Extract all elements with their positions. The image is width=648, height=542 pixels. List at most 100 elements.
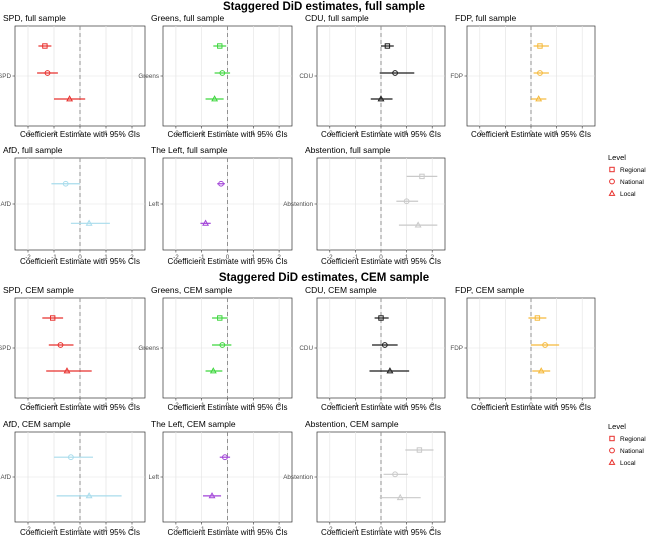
x-tick-label: 2 (430, 130, 434, 137)
x-tick-label: -2 (173, 526, 179, 533)
point-estimate-national (537, 70, 543, 76)
x-axis-label: Coefficient Estimate with 95% CIs (20, 403, 140, 412)
point-estimate-local (209, 367, 217, 374)
x-tick-label: 0 (226, 130, 230, 137)
x-tick-label: -1 (51, 526, 57, 533)
point-estimate-national (219, 70, 226, 76)
x-tick-label: 1 (104, 402, 108, 409)
panel-title: Greens, full sample (151, 13, 224, 23)
facet-panel: AfD, CEM sample -2 -1 0 1 2 AfD Coefficient Est… (1, 419, 146, 537)
facet-panel: The Left, full sample -2 -1 0 1 2 Left Coeffici… (148, 145, 293, 266)
x-axis-label: Coefficient Estimate with 95% CIs (20, 130, 140, 139)
x-tick-label: 1 (104, 130, 108, 137)
point-estimate-national (57, 342, 64, 348)
legend-title: Level (608, 153, 626, 162)
x-tick-label: -2 (25, 254, 31, 261)
x-tick-label: 0 (78, 402, 82, 409)
point-estimate-local (202, 219, 210, 226)
panel-title: The Left, CEM sample (151, 419, 236, 429)
point-estimate-regional (416, 447, 423, 453)
x-tick-label: 1 (252, 254, 256, 261)
point-estimate-national (392, 471, 398, 478)
x-tick-label: 1 (405, 526, 409, 533)
x-axis-label: Coefficient Estimate with 95% CIs (471, 130, 591, 139)
legend-label: Regional (620, 167, 646, 174)
x-axis-label: Coefficient Estimate with 95% CIs (168, 528, 288, 537)
point-estimate-national (219, 342, 226, 348)
x-tick-label: -1 (353, 254, 359, 261)
panel-title: SPD, full sample (3, 13, 66, 23)
x-tick-label: -2 (25, 526, 31, 533)
y-category-label: AfD (1, 474, 12, 481)
panel-title: AfD, CEM sample (3, 419, 71, 429)
x-tick-label: 0 (78, 526, 82, 533)
x-tick-label: -2 (173, 130, 179, 137)
x-tick-label: 2 (580, 402, 584, 409)
point-estimate-local (386, 367, 394, 374)
panel-title: Abstention, CEM sample (305, 419, 399, 429)
legend: Level Regional National Local (608, 153, 646, 198)
section-title: Staggered DiD estimates, CEM sample (219, 272, 429, 284)
facet-panel: FDP, full sample -2 -1 0 1 2 FDP Coefficient Es… (450, 13, 596, 139)
facet-panel: Greens, CEM sample -2 -1 0 1 2 Greens Coefficie… (138, 285, 293, 412)
x-tick-label: -1 (353, 130, 359, 137)
y-category-label: FDP (450, 73, 463, 80)
x-tick-label: 0 (529, 402, 533, 409)
x-tick-label: -2 (25, 130, 31, 137)
x-tick-label: 1 (405, 130, 409, 137)
legend-title: Level (608, 422, 626, 431)
x-tick-label: 2 (430, 402, 434, 409)
point-estimate-local (535, 95, 543, 102)
point-estimate-local (208, 492, 216, 499)
point-estimate-regional (384, 43, 391, 49)
x-tick-label: -1 (51, 130, 57, 137)
x-tick-label: 0 (379, 254, 383, 261)
point-estimate-local (377, 95, 385, 102)
point-estimate-regional (42, 43, 48, 49)
point-estimate-national (218, 180, 224, 187)
panel-title: CDU, full sample (305, 13, 369, 23)
y-category-label: FDP (450, 345, 463, 352)
section-title: Staggered DiD estimates, full sample (223, 1, 425, 13)
facet-panel: The Left, CEM sample -2 -1 0 1 2 Left Coefficie… (148, 419, 293, 537)
facet-panel: Greens, full sample -2 -1 0 1 2 Greens Coeffici… (138, 13, 293, 139)
panel-title: The Left, full sample (151, 145, 228, 155)
x-tick-label: -2 (173, 254, 179, 261)
x-tick-label: 0 (379, 402, 383, 409)
x-tick-label: 2 (277, 526, 281, 533)
panel-title: Abstention, full sample (305, 145, 391, 155)
point-estimate-regional (50, 315, 56, 321)
point-estimate-local (85, 219, 93, 226)
point-estimate-national (44, 70, 51, 76)
point-estimate-regional (378, 315, 384, 321)
x-axis-label: Coefficient Estimate with 95% CIs (321, 403, 441, 412)
x-tick-label: 0 (226, 526, 230, 533)
legend-label: Local (620, 460, 636, 467)
facet-panel: CDU, full sample -2 -1 0 1 2 CDU Coefficient Es… (299, 13, 446, 139)
point-estimate-regional (537, 43, 543, 49)
y-category-label: Greens (138, 73, 159, 80)
point-estimate-national (62, 180, 69, 187)
x-tick-label: -2 (327, 130, 333, 137)
x-tick-label: -1 (353, 526, 359, 533)
x-tick-label: -1 (503, 402, 509, 409)
legend: Level Regional National Local (608, 422, 646, 467)
x-tick-label: -1 (51, 402, 57, 409)
x-tick-label: -1 (503, 130, 509, 137)
panel-title: FDP, full sample (455, 13, 517, 23)
legend-key-square (609, 435, 615, 442)
x-tick-label: -2 (25, 402, 31, 409)
y-category-label: AfD (1, 201, 12, 208)
x-tick-label: 0 (226, 402, 230, 409)
x-tick-label: 0 (379, 526, 383, 533)
x-tick-label: 2 (580, 130, 584, 137)
x-tick-label: -2 (477, 130, 483, 137)
legend-key-circle (609, 447, 615, 454)
y-category-label: Left (148, 201, 159, 208)
x-tick-label: 2 (130, 402, 134, 409)
y-category-label: Greens (138, 345, 159, 352)
panel-title: Greens, CEM sample (151, 285, 233, 295)
x-tick-label: -2 (327, 526, 333, 533)
legend-key-square (609, 166, 615, 173)
point-estimate-regional (217, 43, 223, 49)
